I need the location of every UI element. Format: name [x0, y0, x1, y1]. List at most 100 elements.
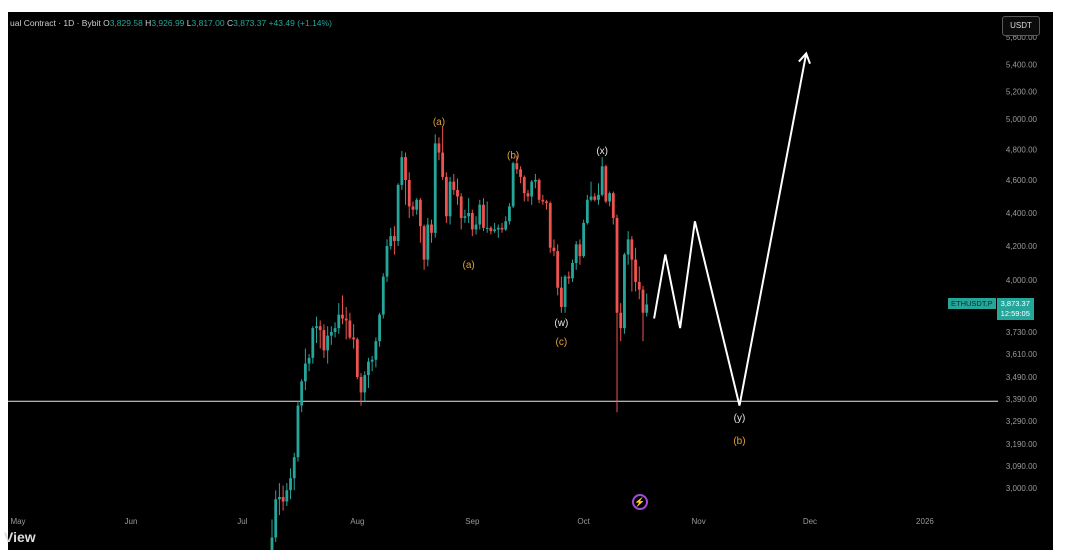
candle-body [444, 176, 448, 217]
candle-body [341, 314, 344, 319]
time-tick-label: Sep [465, 517, 480, 526]
candle-body [608, 193, 611, 202]
candle-body [574, 244, 578, 263]
price-tick-label: 3,390.00 [1006, 395, 1038, 404]
candle-body [530, 181, 534, 197]
candle-body [567, 276, 571, 279]
candle-body [623, 254, 626, 329]
time-tick-label: Jul [237, 517, 247, 526]
candle-body [311, 328, 315, 358]
candle-body [571, 263, 574, 279]
candle-body [381, 276, 385, 315]
candle-body [452, 181, 456, 190]
price-tick-label: 3,730.00 [1006, 328, 1038, 337]
currency-selector[interactable]: USDT [1002, 16, 1040, 36]
wave-label: (y) [734, 413, 746, 424]
candle-body [370, 359, 374, 362]
price-tag-price: 3,873.37 [1000, 299, 1030, 308]
change-value: +43.49 (+1.14%) [268, 18, 332, 28]
candle-body [426, 224, 430, 260]
candle-body [482, 204, 485, 228]
candle-body [634, 259, 637, 282]
candle-body [359, 377, 363, 393]
price-tick-label: 5,000.00 [1006, 115, 1038, 124]
candle-body [582, 222, 586, 257]
price-chart[interactable]: (a) (a) (b) (w) (c) (x) (y) (b) 5,600.00 5,400.00… [8, 12, 1053, 550]
candle-body [274, 499, 278, 538]
high-label: H [145, 18, 152, 28]
candle-body [537, 180, 541, 200]
candle-body [600, 166, 604, 195]
candle-body [485, 227, 489, 229]
candle-body [411, 206, 415, 210]
candle-body [352, 337, 356, 340]
candle-body [303, 363, 307, 382]
candle-body [307, 357, 311, 364]
candle-body [289, 478, 292, 491]
candle-body [374, 341, 378, 360]
candle-body [378, 314, 381, 342]
candle-body [456, 189, 459, 197]
candle-body [563, 276, 567, 307]
time-tick-label: Aug [350, 517, 364, 526]
candle-body [619, 312, 623, 329]
candle-body [545, 201, 548, 204]
candle-body [534, 180, 537, 182]
candle-body [437, 143, 441, 153]
price-tick-label: 4,000.00 [1006, 276, 1038, 285]
time-tick-label: May [10, 517, 25, 526]
price-tick-label: 4,600.00 [1006, 176, 1038, 185]
candle-body [463, 216, 467, 218]
candle-body [478, 204, 482, 225]
candle-body [389, 236, 393, 246]
candle-body [526, 193, 530, 197]
candle-body [504, 221, 508, 230]
candle-body [604, 166, 608, 202]
price-tag-countdown: 12:59:05 [1000, 309, 1030, 318]
price-tick-label: 3,190.00 [1006, 440, 1038, 449]
time-tick-label: Nov [692, 517, 706, 526]
candle-body [515, 163, 519, 170]
candle-body [637, 281, 641, 290]
price-tag-symbol: ETHUSDT.P [948, 298, 996, 309]
candle-body [522, 176, 526, 194]
wave-label: (a) [433, 117, 445, 128]
candle-body [489, 227, 493, 232]
candle-body [430, 224, 433, 233]
price-tick-label: 3,610.00 [1006, 350, 1038, 359]
close-value: 3,873.37 [233, 18, 267, 28]
price-tick-label: 3,090.00 [1006, 462, 1038, 471]
price-tick-label: 3,490.00 [1006, 373, 1038, 382]
candle-body [329, 332, 333, 336]
candle-body [493, 229, 496, 232]
candle-body [315, 326, 318, 329]
candle-body [418, 199, 422, 227]
candle-body [415, 199, 419, 210]
last-price-tag: ETHUSDT.P 3,873.37 12:59:05 [948, 298, 1034, 320]
wave-label: (c) [556, 337, 568, 348]
candle-body [626, 239, 630, 255]
projection-arrowhead [798, 51, 811, 65]
wave-label: (x) [596, 146, 608, 157]
candle-body [348, 320, 352, 338]
tradingview-logo-icon[interactable]: ⚡ [632, 494, 648, 510]
open-value: 3,829.58 [109, 18, 143, 28]
candle-body [496, 227, 500, 230]
ohlc-header: ual Contract · 1D · Bybit O3,829.58 H3,9… [10, 18, 332, 28]
candle-body [552, 247, 556, 252]
candle-body [645, 304, 649, 313]
candle-body [578, 244, 582, 257]
price-tick-label: 3,290.00 [1006, 417, 1038, 426]
candle-body [393, 236, 396, 242]
chart-frame: (a) (a) (b) (w) (c) (x) (y) (b) 5,600.00 5,400.00… [8, 12, 1053, 550]
candle-body [597, 194, 600, 200]
time-tick-label: Dec [803, 517, 817, 526]
open-label: O [103, 18, 110, 28]
wave-label: (a) [463, 260, 475, 271]
candle-body [548, 203, 552, 248]
candle-body [278, 497, 281, 500]
candle-body [508, 206, 511, 222]
candle-body [611, 193, 615, 218]
candle-body [470, 213, 474, 230]
candle-body [641, 289, 645, 313]
